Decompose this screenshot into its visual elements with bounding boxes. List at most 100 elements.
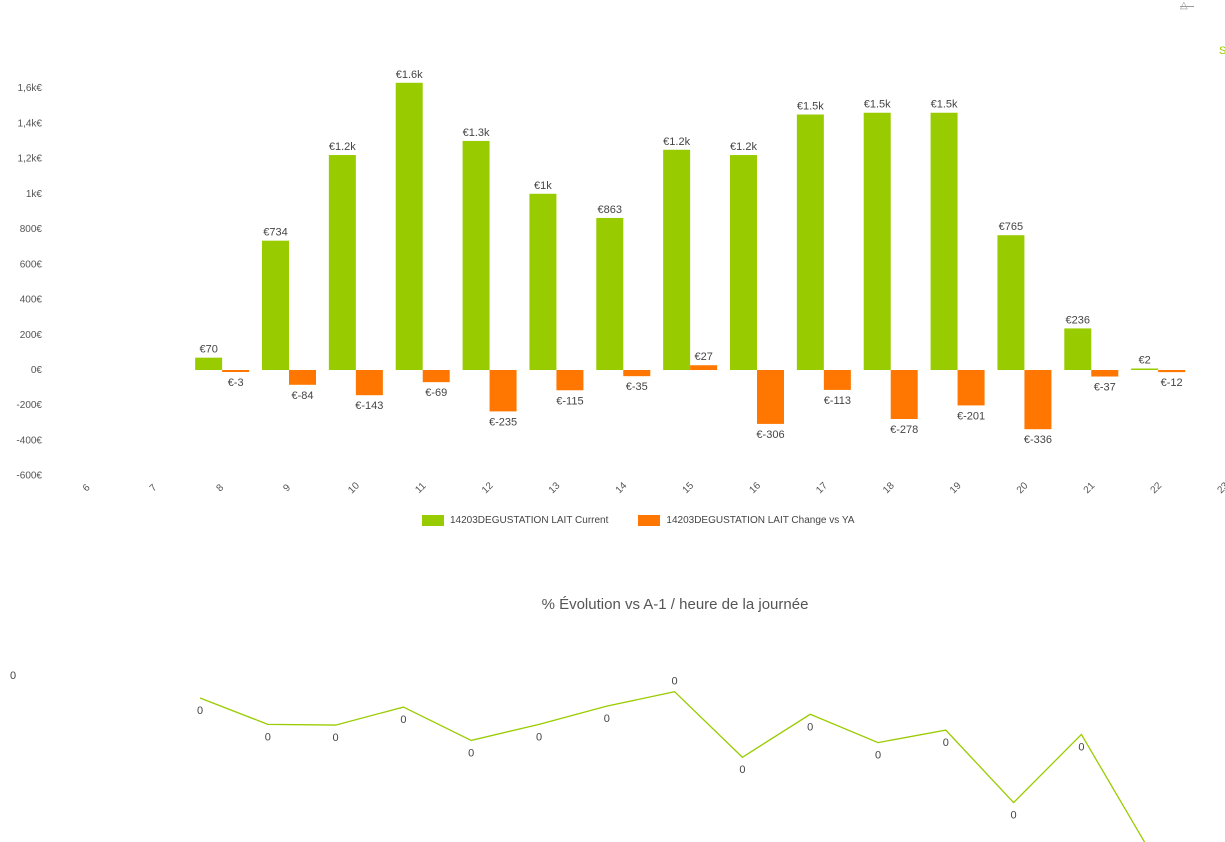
bar-change — [489, 370, 517, 412]
point-label: 0 — [807, 721, 813, 733]
bar-current — [195, 357, 223, 370]
data-label-current: €236 — [1066, 314, 1090, 326]
line-chart-title: % Évolution vs A-1 / heure de la journée — [541, 596, 809, 613]
x-tick-label: 12 — [480, 480, 496, 496]
series-line — [199, 691, 1146, 842]
bell-icon[interactable]: △ — [1180, 0, 1194, 11]
data-label-change: €-113 — [824, 395, 851, 407]
x-tick-label: 10 — [346, 480, 362, 496]
bar-current — [863, 112, 891, 371]
data-label-current: €2 — [1139, 355, 1151, 367]
bar-current — [395, 82, 423, 370]
data-label-change: €-115 — [556, 395, 583, 407]
data-label-change: €-306 — [756, 429, 784, 441]
x-tick-label: 20 — [1015, 480, 1031, 496]
bar-current — [1131, 368, 1159, 370]
x-tick-label: 22 — [1149, 480, 1165, 496]
bar-current — [1064, 328, 1092, 370]
bar-current — [997, 235, 1025, 370]
point-label: 0 — [1078, 741, 1084, 753]
bar-change — [422, 370, 450, 383]
data-label-change: €-35 — [626, 381, 648, 393]
data-label-change: €-235 — [489, 416, 517, 428]
bar-chart: -600€ -400€ -200€ 0€ 200€ 400€ 600€ 800€ 1k€ 1,2k… — [16, 69, 1225, 496]
x-tick-label: 21 — [1082, 480, 1098, 496]
bar-change — [1024, 370, 1052, 430]
bar-current — [663, 149, 691, 370]
data-label-change: €-201 — [957, 410, 985, 422]
data-label-current: €1.2k — [329, 141, 356, 153]
data-label-current: €1.2k — [730, 141, 757, 153]
point-label: 0 — [536, 731, 542, 743]
bar-current — [462, 140, 490, 370]
data-label-change: €-12 — [1161, 377, 1183, 389]
legend-label-change: 14203DEGUSTATION LAIT Change vs YA — [666, 515, 855, 526]
y-tick-label: 1,4k€ — [18, 118, 43, 129]
bar-current — [328, 155, 356, 370]
y-tick-label: 0 — [10, 670, 16, 682]
x-tick-label: 11 — [413, 480, 428, 495]
bar-current — [796, 114, 824, 370]
data-label-current: €70 — [199, 344, 217, 356]
bar-change — [890, 370, 918, 419]
data-label-current: €1.5k — [931, 99, 958, 111]
x-tick-label: 13 — [547, 480, 563, 496]
bar-change — [823, 370, 851, 390]
x-tick-label: 14 — [614, 480, 630, 496]
y-tick-label: 800€ — [20, 224, 43, 235]
data-label-current: €1.2k — [663, 136, 690, 148]
data-label-current: €734 — [263, 227, 287, 239]
y-tick-label: 1,6k€ — [18, 83, 43, 94]
y-tick-label: 400€ — [20, 295, 43, 306]
x-tick-label: 19 — [948, 480, 964, 496]
line-chart: 0 0 0 0 0 0 0 0 0 0 0 0 0 0 0 — [10, 670, 1146, 842]
bar-current — [596, 217, 624, 370]
data-label-current: €765 — [999, 221, 1023, 233]
bar-change — [1091, 370, 1119, 377]
bar-change — [1158, 370, 1186, 373]
data-label-current: €863 — [598, 204, 622, 216]
legend-item-current[interactable]: 14203DEGUSTATION LAIT Current — [422, 515, 608, 526]
point-label: 0 — [739, 764, 745, 776]
point-label: 0 — [400, 714, 406, 726]
bar-change — [757, 370, 784, 424]
data-label-change: €-143 — [355, 400, 383, 412]
point-label: 0 — [333, 732, 339, 744]
bar-current — [930, 112, 958, 371]
bar-current — [262, 240, 289, 370]
bar-change — [623, 370, 651, 377]
y-tick-label: 200€ — [20, 330, 43, 341]
point-label: 0 — [604, 713, 610, 725]
data-label-current: €1.6k — [396, 69, 423, 81]
x-tick-label: 23 — [1215, 480, 1225, 496]
data-label-change: €-3 — [228, 377, 244, 389]
point-label: 0 — [468, 747, 474, 759]
bar-current — [730, 155, 757, 370]
data-label-current: €1.5k — [864, 99, 891, 111]
bar-change — [957, 370, 985, 406]
x-tick-label: 16 — [747, 480, 763, 496]
bar-change — [289, 370, 316, 385]
point-label: 0 — [672, 676, 678, 688]
y-tick-label: 0€ — [31, 365, 43, 376]
legend-swatch-change — [638, 515, 661, 526]
bar-change — [556, 370, 584, 391]
data-label-current: €1k — [534, 180, 552, 192]
chart-legend: 14203DEGUSTATION LAIT Current 14203DEGUS… — [422, 515, 854, 526]
legend-label-current: 14203DEGUSTATION LAIT Current — [450, 515, 609, 526]
data-label-current: €1.5k — [797, 101, 824, 113]
bar-change — [355, 370, 383, 396]
x-tick-label: 15 — [681, 480, 697, 496]
bar-current — [529, 193, 557, 370]
y-tick-label: -400€ — [16, 435, 42, 446]
corner-text: S — [1219, 45, 1225, 57]
x-tick-label: 17 — [814, 480, 830, 496]
bar-change — [222, 370, 250, 372]
y-tick-label: 600€ — [20, 259, 43, 270]
point-label: 0 — [875, 750, 881, 762]
x-tick-label: 9 — [281, 482, 293, 494]
bar-change — [690, 365, 718, 370]
x-tick-label: 18 — [881, 480, 897, 496]
data-label-change: €-278 — [890, 424, 918, 436]
legend-item-change[interactable]: 14203DEGUSTATION LAIT Change vs YA — [638, 515, 854, 526]
